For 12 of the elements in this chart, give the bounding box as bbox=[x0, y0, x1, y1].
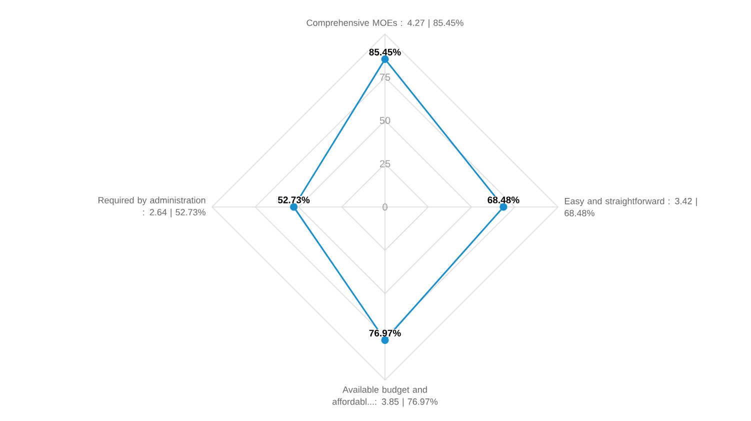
spoke-label: Available budget and affordabl...: 3.85 | 76.97% bbox=[332, 386, 438, 407]
spoke-label: Easy and straightforward : 3.42 | 68.48% bbox=[564, 198, 697, 216]
data-label: 52.73% bbox=[278, 196, 310, 204]
spoke-label: Comprehensive MOEs : 4.27 | 85.45% bbox=[306, 19, 464, 28]
y-tick-label: 25 bbox=[380, 160, 390, 168]
y-tick-label: 75 bbox=[380, 74, 390, 81]
data-label: 85.45% bbox=[369, 48, 401, 56]
data-label: 76.97% bbox=[369, 330, 401, 336]
y-tick-label: 50 bbox=[380, 116, 390, 124]
y-tick-label: 0 bbox=[382, 203, 388, 211]
data-label: 68.48% bbox=[488, 196, 520, 204]
spoke-label: Required by administration : 2.64 | 52.73% bbox=[98, 196, 206, 218]
